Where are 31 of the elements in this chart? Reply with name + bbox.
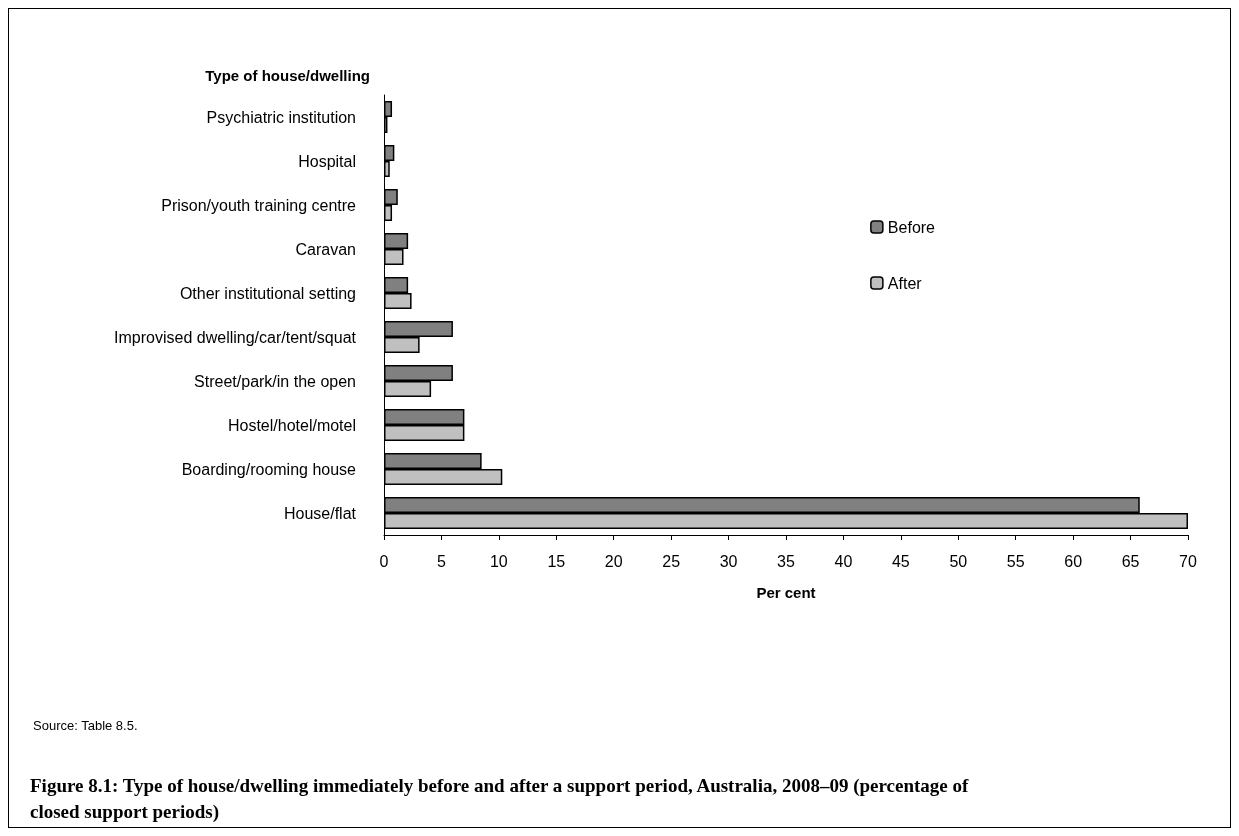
x-tick-label: 20 xyxy=(604,552,623,570)
x-tick-label: 30 xyxy=(719,552,738,570)
y-axis-title: Type of house/dwelling xyxy=(205,66,370,84)
legend-label: After xyxy=(887,274,923,292)
x-tick-label: 70 xyxy=(1179,552,1197,570)
x-axis-title: Per cent xyxy=(756,584,816,601)
x-tick-label: 0 xyxy=(379,552,389,570)
y-tick-label: Improvised dwelling/car/tent/squat xyxy=(114,328,357,346)
legend-label: Before xyxy=(887,218,936,236)
x-tick-label: 15 xyxy=(547,552,566,570)
y-tick-label: Prison/youth training centre xyxy=(161,196,357,214)
x-tick-label: 55 xyxy=(1006,552,1025,570)
y-tick-label: Hospital xyxy=(298,152,356,170)
x-tick-label: 45 xyxy=(891,552,910,570)
y-tick-label: Street/park/in the open xyxy=(194,372,356,390)
y-tick-label: Other institutional setting xyxy=(179,284,356,302)
y-tick-label: Caravan xyxy=(295,240,356,258)
x-tick-label: 40 xyxy=(834,552,853,570)
x-tick-label: 10 xyxy=(489,552,508,570)
x-tick-label: 65 xyxy=(1121,552,1140,570)
y-tick-label: Psychiatric institution xyxy=(206,108,356,126)
x-tick-label: 25 xyxy=(662,552,681,570)
x-tick-label: 5 xyxy=(436,552,446,570)
x-tick-label: 50 xyxy=(949,552,968,570)
y-tick-label: Hostel/hotel/motel xyxy=(227,416,356,434)
y-tick-label: House/flat xyxy=(283,504,357,522)
x-tick-label: 60 xyxy=(1064,552,1083,570)
source-note: Source: Table 8.5. xyxy=(33,718,138,733)
text: Figure 8.1: Type of house/dwelling immediately before and after a support period, Australia, 2008–09 (percentage of closed support periods) xyxy=(30,774,974,823)
y-tick-label: Boarding/rooming house xyxy=(181,460,357,478)
x-tick-label: 35 xyxy=(777,552,795,570)
